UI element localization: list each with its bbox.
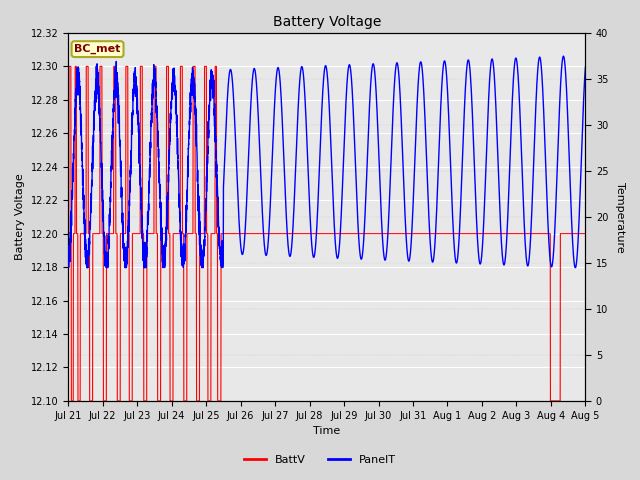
Legend: BattV, PanelT: BattV, PanelT <box>239 451 401 469</box>
Y-axis label: Temperature: Temperature <box>615 181 625 252</box>
Title: Battery Voltage: Battery Voltage <box>273 15 381 29</box>
Y-axis label: Battery Voltage: Battery Voltage <box>15 174 25 260</box>
Text: BC_met: BC_met <box>74 44 121 54</box>
X-axis label: Time: Time <box>313 426 340 436</box>
